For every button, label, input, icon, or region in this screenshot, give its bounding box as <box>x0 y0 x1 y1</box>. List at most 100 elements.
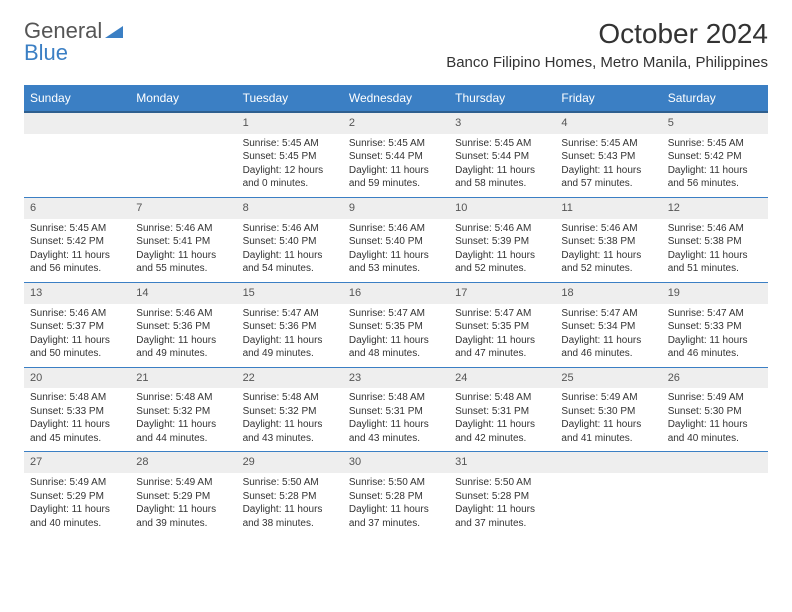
day-number: 23 <box>343 368 449 389</box>
calendar: SundayMondayTuesdayWednesdayThursdayFrid… <box>24 85 768 536</box>
sunrise-text: Sunrise: 5:46 AM <box>243 222 337 236</box>
daylight-text: Daylight: 11 hours and 49 minutes. <box>136 334 230 361</box>
day-number: 30 <box>343 452 449 473</box>
daylight-text: Daylight: 11 hours and 57 minutes. <box>561 164 655 191</box>
day-number: 12 <box>662 198 768 219</box>
calendar-cell: 8Sunrise: 5:46 AMSunset: 5:40 PMDaylight… <box>237 198 343 282</box>
sunrise-text: Sunrise: 5:47 AM <box>455 307 549 321</box>
calendar-header-monday: Monday <box>130 85 236 111</box>
day-details: Sunrise: 5:49 AMSunset: 5:29 PMDaylight:… <box>24 473 130 536</box>
sunrise-text: Sunrise: 5:46 AM <box>668 222 762 236</box>
daylight-text: Daylight: 11 hours and 52 minutes. <box>561 249 655 276</box>
calendar-cell: 24Sunrise: 5:48 AMSunset: 5:31 PMDayligh… <box>449 368 555 452</box>
calendar-cell: 31Sunrise: 5:50 AMSunset: 5:28 PMDayligh… <box>449 452 555 536</box>
sunset-text: Sunset: 5:28 PM <box>243 490 337 504</box>
daylight-text: Daylight: 11 hours and 56 minutes. <box>30 249 124 276</box>
day-details: Sunrise: 5:46 AMSunset: 5:37 PMDaylight:… <box>24 304 130 367</box>
sunrise-text: Sunrise: 5:50 AM <box>243 476 337 490</box>
day-number: 21 <box>130 368 236 389</box>
daylight-text: Daylight: 11 hours and 38 minutes. <box>243 503 337 530</box>
day-details: Sunrise: 5:45 AMSunset: 5:44 PMDaylight:… <box>343 134 449 197</box>
day-number <box>130 113 236 134</box>
day-details: Sunrise: 5:50 AMSunset: 5:28 PMDaylight:… <box>449 473 555 536</box>
calendar-cell: 23 Sunrise: 5:48 AMSunset: 5:31 PMDayligh… <box>343 368 449 452</box>
sunset-text: Sunset: 5:28 PM <box>349 490 443 504</box>
daylight-text: Daylight: 11 hours and 51 minutes. <box>668 249 762 276</box>
daylight-text: Daylight: 11 hours and 44 minutes. <box>136 418 230 445</box>
day-number: 1 <box>237 113 343 134</box>
day-details: Sunrise: 5:47 AMSunset: 5:35 PMDaylight:… <box>343 304 449 367</box>
calendar-cell: 7Sunrise: 5:46 AMSunset: 5:41 PMDaylight… <box>130 198 236 282</box>
sunrise-text: Sunrise: 5:45 AM <box>243 137 337 151</box>
sunset-text: Sunset: 5:31 PM <box>349 405 443 419</box>
day-details: Sunrise: 5:46 AMSunset: 5:40 PMDaylight:… <box>237 219 343 282</box>
day-number: 4 <box>555 113 661 134</box>
sunrise-text: Sunrise: 5:47 AM <box>349 307 443 321</box>
sunset-text: Sunset: 5:31 PM <box>455 405 549 419</box>
sunrise-text: Sunrise: 5:48 AM <box>30 391 124 405</box>
calendar-week: 6Sunrise: 5:45 AMSunset: 5:42 PMDaylight… <box>24 197 768 282</box>
sunset-text: Sunset: 5:44 PM <box>349 150 443 164</box>
day-number: 13 <box>24 283 130 304</box>
calendar-cell: 17Sunrise: 5:47 AMSunset: 5:35 PMDayligh… <box>449 283 555 367</box>
day-details: Sunrise: 5:47 AMSunset: 5:33 PMDaylight:… <box>662 304 768 367</box>
daylight-text: Daylight: 12 hours and 0 minutes. <box>243 164 337 191</box>
day-details: Sunrise: 5:46 AMSunset: 5:40 PMDaylight:… <box>343 219 449 282</box>
day-details: Sunrise: 5:46 AMSunset: 5:38 PMDaylight:… <box>555 219 661 282</box>
day-number: 22 <box>237 368 343 389</box>
day-details: Sunrise: 5:50 AMSunset: 5:28 PMDaylight:… <box>343 473 449 536</box>
sunrise-text: Sunrise: 5:48 AM <box>243 391 337 405</box>
sunset-text: Sunset: 5:41 PM <box>136 235 230 249</box>
sunset-text: Sunset: 5:38 PM <box>561 235 655 249</box>
calendar-header-tuesday: Tuesday <box>237 85 343 111</box>
day-number: 16 <box>343 283 449 304</box>
sunrise-text: Sunrise: 5:48 AM <box>349 391 443 405</box>
calendar-header-sunday: Sunday <box>24 85 130 111</box>
sunrise-text: Sunrise: 5:49 AM <box>136 476 230 490</box>
daylight-text: Daylight: 11 hours and 39 minutes. <box>136 503 230 530</box>
day-details: Sunrise: 5:48 AMSunset: 5:31 PMDaylight:… <box>449 388 555 451</box>
daylight-text: Daylight: 11 hours and 43 minutes. <box>349 418 443 445</box>
daylight-text: Daylight: 11 hours and 56 minutes. <box>668 164 762 191</box>
day-number <box>555 452 661 473</box>
day-details: Sunrise: 5:45 AMSunset: 5:42 PMDaylight:… <box>24 219 130 282</box>
day-details: Sunrise: 5:46 AMSunset: 5:36 PMDaylight:… <box>130 304 236 367</box>
daylight-text: Daylight: 11 hours and 49 minutes. <box>243 334 337 361</box>
day-number: 6 <box>24 198 130 219</box>
daylight-text: Daylight: 11 hours and 41 minutes. <box>561 418 655 445</box>
sunset-text: Sunset: 5:38 PM <box>668 235 762 249</box>
calendar-cell: 13Sunrise: 5:46 AMSunset: 5:37 PMDayligh… <box>24 283 130 367</box>
calendar-body: 1Sunrise: 5:45 AMSunset: 5:45 PMDaylight… <box>24 113 768 536</box>
daylight-text: Daylight: 11 hours and 43 minutes. <box>243 418 337 445</box>
calendar-cell <box>24 113 130 197</box>
sunset-text: Sunset: 5:30 PM <box>668 405 762 419</box>
header: General Blue October 2024 Banco Filipino… <box>0 0 792 75</box>
sunset-text: Sunset: 5:35 PM <box>349 320 443 334</box>
logo: General Blue <box>24 18 123 64</box>
sunset-text: Sunset: 5:36 PM <box>243 320 337 334</box>
calendar-cell: 16Sunrise: 5:47 AMSunset: 5:35 PMDayligh… <box>343 283 449 367</box>
calendar-cell <box>130 113 236 197</box>
day-number: 24 <box>449 368 555 389</box>
sunrise-text: Sunrise: 5:46 AM <box>561 222 655 236</box>
sunrise-text: Sunrise: 5:47 AM <box>243 307 337 321</box>
calendar-cell: 2Sunrise: 5:45 AMSunset: 5:44 PMDaylight… <box>343 113 449 197</box>
day-details: Sunrise: 5:49 AMSunset: 5:29 PMDaylight:… <box>130 473 236 536</box>
sunset-text: Sunset: 5:40 PM <box>243 235 337 249</box>
sunset-text: Sunset: 5:28 PM <box>455 490 549 504</box>
sunset-text: Sunset: 5:44 PM <box>455 150 549 164</box>
sunrise-text: Sunrise: 5:48 AM <box>136 391 230 405</box>
logo-text-2: Blue <box>24 40 68 65</box>
calendar-cell: 26Sunrise: 5:49 AMSunset: 5:30 PMDayligh… <box>662 368 768 452</box>
calendar-cell: 25Sunrise: 5:49 AMSunset: 5:30 PMDayligh… <box>555 368 661 452</box>
daylight-text: Daylight: 11 hours and 47 minutes. <box>455 334 549 361</box>
sunset-text: Sunset: 5:29 PM <box>30 490 124 504</box>
daylight-text: Daylight: 11 hours and 42 minutes. <box>455 418 549 445</box>
calendar-week: 1Sunrise: 5:45 AMSunset: 5:45 PMDaylight… <box>24 113 768 197</box>
sunset-text: Sunset: 5:33 PM <box>668 320 762 334</box>
calendar-week: 20Sunrise: 5:48 AMSunset: 5:33 PMDayligh… <box>24 367 768 452</box>
day-details: Sunrise: 5:47 AMSunset: 5:35 PMDaylight:… <box>449 304 555 367</box>
daylight-text: Daylight: 11 hours and 54 minutes. <box>243 249 337 276</box>
sunrise-text: Sunrise: 5:46 AM <box>136 307 230 321</box>
day-number: 11 <box>555 198 661 219</box>
